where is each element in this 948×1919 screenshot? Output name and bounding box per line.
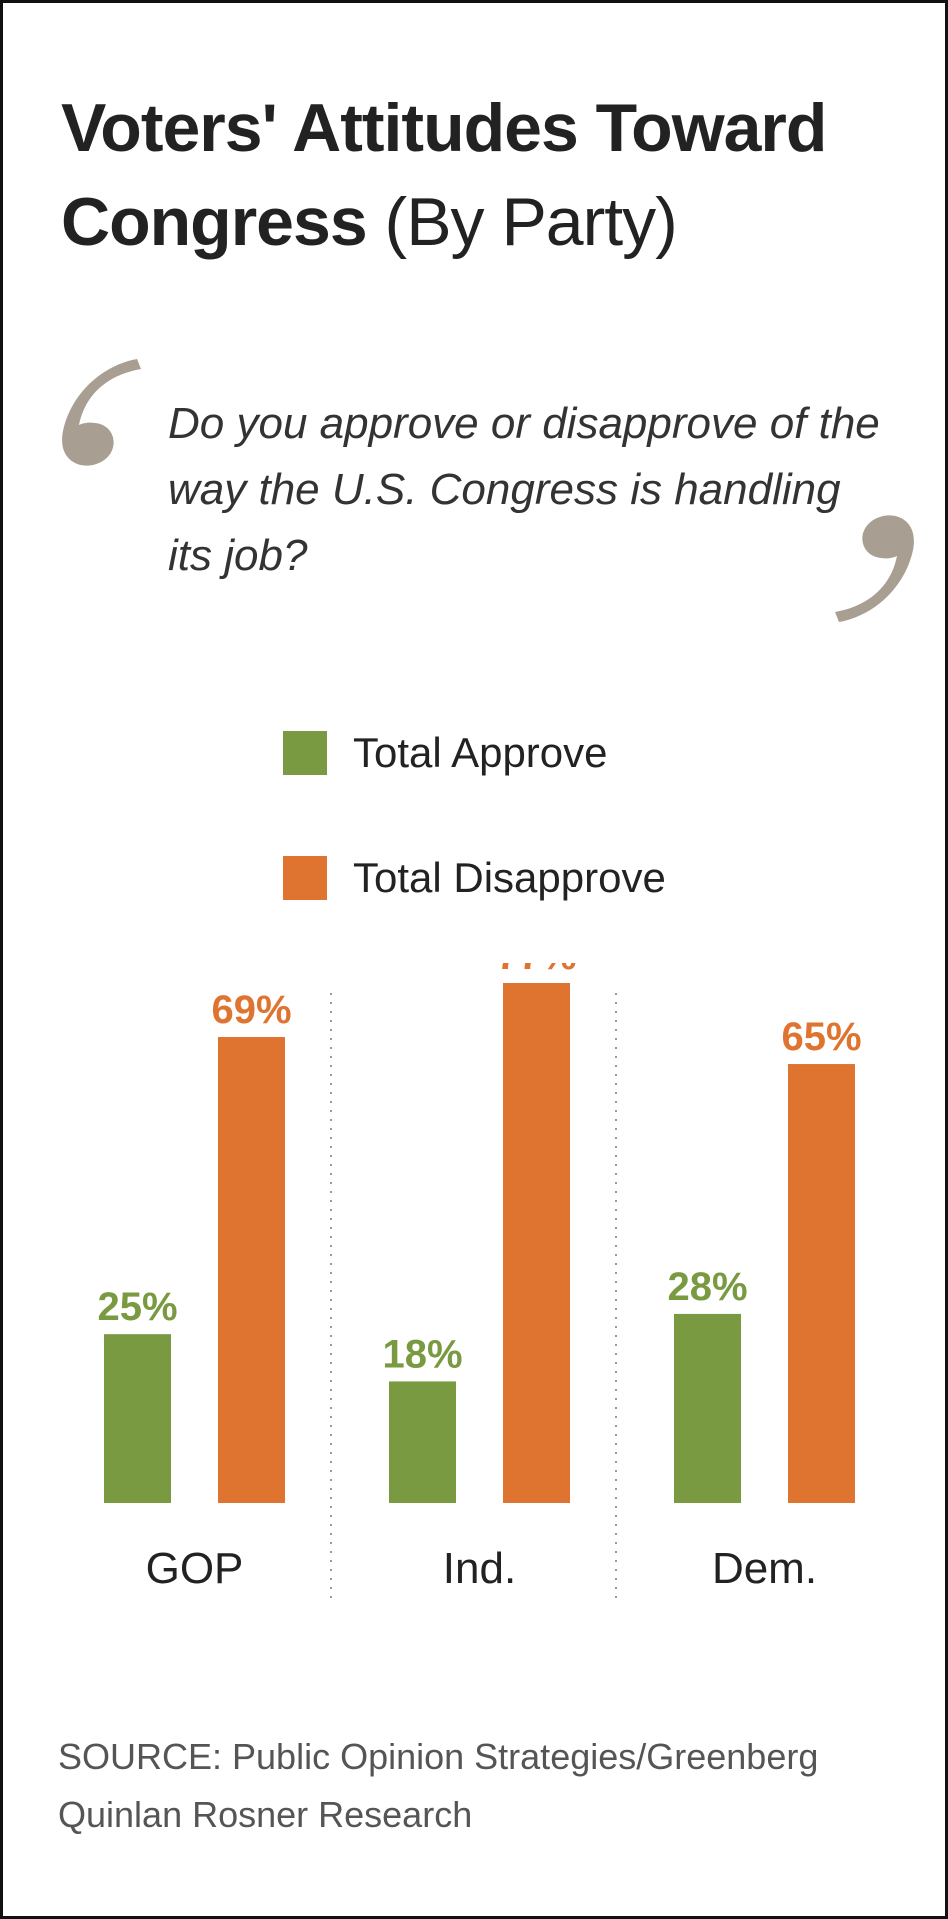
open-quote-icon bbox=[62, 359, 142, 466]
value-label-gop-total-disapprove: 69% bbox=[211, 988, 291, 1032]
legend-swatch-approve bbox=[283, 731, 327, 775]
title-sub: (By Party) bbox=[384, 184, 678, 260]
legend-label-disapprove: Total Disapprove bbox=[353, 854, 666, 901]
bar-gop-total-approve bbox=[104, 1334, 171, 1503]
bar-dem-total-approve bbox=[674, 1313, 741, 1503]
category-label-ind: Ind. bbox=[443, 1544, 516, 1593]
bar-dem-total-disapprove bbox=[788, 1064, 855, 1503]
bar-ind-total-disapprove bbox=[503, 983, 570, 1503]
category-label-gop: GOP bbox=[146, 1544, 244, 1593]
close-quote-icon bbox=[835, 515, 914, 622]
value-label-gop-total-approve: 25% bbox=[97, 1285, 177, 1329]
source-note: SOURCE: Public Opinion Strategies/Greenb… bbox=[58, 1736, 819, 1835]
chart-title: Voters' Attitudes Toward Congress (By Pa… bbox=[61, 81, 945, 269]
category-label-dem: Dem. bbox=[712, 1544, 817, 1593]
legend-swatch-disapprove bbox=[283, 856, 327, 900]
legend-label-approve: Total Approve bbox=[353, 729, 608, 776]
bar-chart: 25% 69% GOP 18% 77% Ind. 28% 65% Dem. bbox=[97, 963, 862, 1603]
value-label-ind-total-disapprove: 77% bbox=[496, 963, 576, 978]
value-label-ind-total-approve: 18% bbox=[382, 1332, 462, 1376]
title-main: Voters' Attitudes Toward Congress bbox=[61, 90, 827, 260]
bar-gop-total-disapprove bbox=[218, 1037, 285, 1503]
value-label-dem-total-disapprove: 65% bbox=[781, 1015, 861, 1059]
survey-question: Do you approve or disapprove of the way … bbox=[168, 399, 880, 580]
bar-ind-total-approve bbox=[389, 1381, 456, 1503]
value-label-dem-total-approve: 28% bbox=[667, 1265, 747, 1309]
